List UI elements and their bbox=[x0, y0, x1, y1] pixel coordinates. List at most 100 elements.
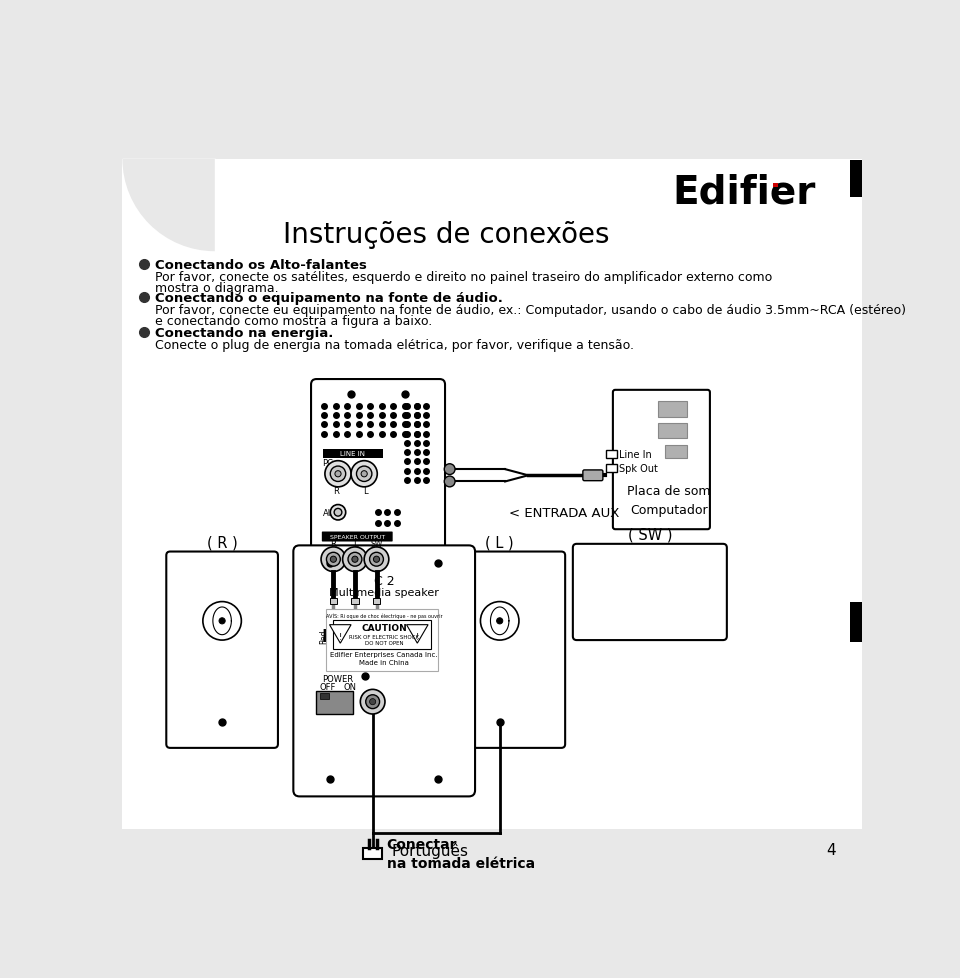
Text: !: ! bbox=[416, 632, 419, 641]
Text: 4: 4 bbox=[826, 842, 835, 857]
Circle shape bbox=[324, 462, 351, 487]
Text: Por favor, conecte eu equipamento na fonte de áudio, ex.: Computador, usando o c: Por favor, conecte eu equipamento na fon… bbox=[155, 304, 905, 317]
Text: LINE IN: LINE IN bbox=[340, 451, 365, 457]
Circle shape bbox=[348, 553, 362, 566]
Circle shape bbox=[361, 471, 368, 477]
Text: ( L ): ( L ) bbox=[486, 534, 514, 550]
Text: Line In: Line In bbox=[619, 449, 652, 460]
Bar bbox=[351, 599, 359, 604]
Circle shape bbox=[321, 548, 346, 572]
Bar bbox=[123, 829, 861, 870]
Text: RISK OF ELECTRIC SHOCK: RISK OF ELECTRIC SHOCK bbox=[349, 634, 420, 639]
Text: Edifier Enterprises Canada Inc.: Edifier Enterprises Canada Inc. bbox=[330, 651, 438, 657]
FancyBboxPatch shape bbox=[311, 379, 445, 663]
Bar bbox=[372, 599, 380, 604]
Wedge shape bbox=[123, 159, 215, 252]
Text: CAUTION: CAUTION bbox=[361, 624, 407, 633]
Circle shape bbox=[356, 467, 372, 482]
Circle shape bbox=[343, 548, 368, 572]
Circle shape bbox=[444, 465, 455, 475]
Text: AVÍS: Ri oque de choc électrique - ne pas ouvrir: AVÍS: Ri oque de choc électrique - ne pa… bbox=[325, 613, 443, 619]
Text: Por favor, conecte os satélites, esquerdo e direito no painel traseiro do amplif: Por favor, conecte os satélites, esquerd… bbox=[155, 271, 772, 284]
Text: SPEAKER OUTPUT: SPEAKER OUTPUT bbox=[329, 534, 385, 540]
Text: ON: ON bbox=[343, 682, 356, 691]
Text: yellow: yellow bbox=[340, 629, 348, 653]
Bar bbox=[850, 602, 861, 642]
Bar bbox=[850, 160, 861, 198]
Circle shape bbox=[326, 553, 340, 566]
Bar bbox=[326, 609, 438, 671]
Circle shape bbox=[352, 556, 358, 562]
Text: AUX: AUX bbox=[323, 509, 340, 517]
FancyBboxPatch shape bbox=[573, 545, 727, 641]
Text: OFF: OFF bbox=[320, 682, 336, 691]
Bar bbox=[323, 450, 383, 458]
FancyBboxPatch shape bbox=[612, 390, 709, 530]
Text: Multimedia speaker: Multimedia speaker bbox=[329, 587, 439, 597]
Bar bbox=[665, 445, 686, 459]
Bar bbox=[606, 451, 616, 459]
Text: !: ! bbox=[339, 632, 342, 641]
Circle shape bbox=[334, 509, 342, 516]
FancyBboxPatch shape bbox=[583, 470, 603, 481]
Text: Red: Red bbox=[320, 629, 328, 644]
Text: Conectar
na tomada elétrica: Conectar na tomada elétrica bbox=[387, 837, 535, 870]
Polygon shape bbox=[329, 625, 351, 644]
Circle shape bbox=[364, 548, 389, 572]
Circle shape bbox=[370, 553, 383, 566]
Circle shape bbox=[351, 462, 377, 487]
FancyBboxPatch shape bbox=[434, 552, 565, 748]
Text: Placa de som
Computador: Placa de som Computador bbox=[627, 484, 710, 516]
Text: R: R bbox=[330, 540, 336, 549]
Text: e conectando como mostra a figura a baixo.: e conectando como mostra a figura a baix… bbox=[155, 315, 432, 328]
Text: DO NOT OPEN: DO NOT OPEN bbox=[365, 641, 403, 645]
Text: Instruções de conexões: Instruções de conexões bbox=[282, 220, 609, 248]
Text: < ENTRADA AUX: < ENTRADA AUX bbox=[509, 507, 619, 519]
Circle shape bbox=[366, 695, 379, 709]
Text: Conectando na energia.: Conectando na energia. bbox=[155, 327, 333, 339]
Circle shape bbox=[360, 689, 385, 714]
Circle shape bbox=[335, 471, 341, 477]
Text: Conectando o equipamento na fonte de áudio.: Conectando o equipamento na fonte de áud… bbox=[155, 291, 503, 304]
Text: Conecte o plug de energia na tomada elétrica, por favor, verifique a tensão.: Conecte o plug de energia na tomada elét… bbox=[155, 338, 634, 351]
FancyBboxPatch shape bbox=[294, 546, 475, 796]
Text: SW: SW bbox=[371, 540, 383, 549]
Circle shape bbox=[330, 505, 346, 520]
FancyBboxPatch shape bbox=[322, 532, 393, 542]
Circle shape bbox=[496, 618, 503, 624]
Bar bbox=[332, 620, 431, 649]
Circle shape bbox=[373, 556, 379, 562]
Text: Português: Português bbox=[392, 842, 468, 858]
Text: Edifier: Edifier bbox=[322, 628, 388, 645]
Bar bbox=[320, 693, 328, 699]
Text: mostra o diagrama.: mostra o diagrama. bbox=[155, 282, 278, 294]
Bar bbox=[123, 117, 861, 159]
Bar bbox=[606, 465, 616, 472]
Text: R: R bbox=[333, 487, 340, 496]
Bar bbox=[773, 184, 778, 188]
Bar bbox=[658, 402, 686, 418]
Bar bbox=[317, 691, 353, 714]
Polygon shape bbox=[406, 625, 428, 644]
Text: L: L bbox=[364, 487, 368, 496]
FancyBboxPatch shape bbox=[166, 552, 278, 748]
Text: ( R ): ( R ) bbox=[206, 534, 237, 550]
Text: C 2: C 2 bbox=[373, 575, 395, 588]
Circle shape bbox=[444, 476, 455, 487]
Text: Edifier: Edifier bbox=[673, 174, 816, 211]
Text: white: white bbox=[330, 629, 340, 650]
Bar bbox=[364, 848, 382, 859]
Circle shape bbox=[370, 699, 375, 705]
Circle shape bbox=[330, 467, 346, 482]
Text: POWER: POWER bbox=[323, 675, 353, 684]
Circle shape bbox=[330, 556, 336, 562]
Bar bbox=[658, 423, 686, 439]
Circle shape bbox=[219, 618, 226, 624]
Text: PC: PC bbox=[323, 459, 334, 468]
Text: Made in China: Made in China bbox=[359, 659, 409, 665]
Text: ( SW ): ( SW ) bbox=[628, 527, 672, 542]
Bar bbox=[329, 599, 337, 604]
Text: Conectando os Alto-falantes: Conectando os Alto-falantes bbox=[155, 258, 367, 272]
Text: Spk Out: Spk Out bbox=[619, 464, 658, 473]
Text: L: L bbox=[352, 540, 357, 549]
